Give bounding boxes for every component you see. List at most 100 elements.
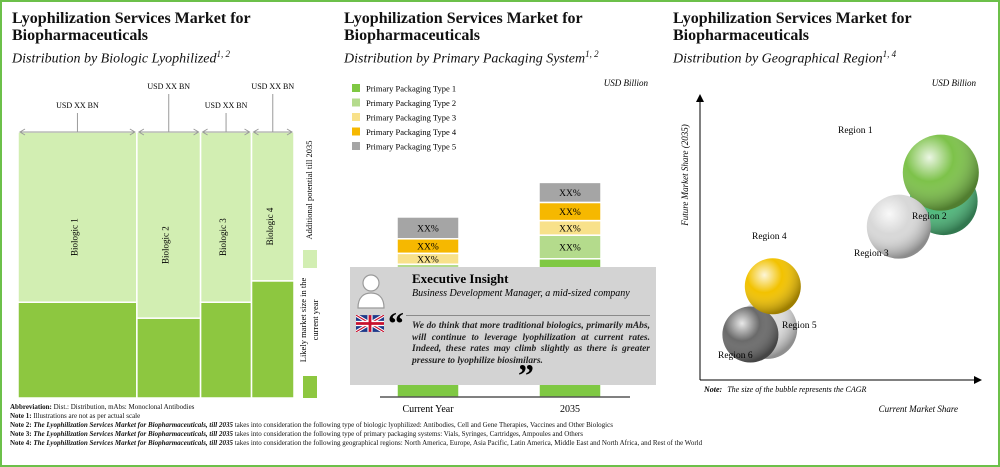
note-2-report: The Lyophilization Services Market for B… [33,421,233,429]
panel3-unit: USD Billion [932,78,977,88]
insight-title: Executive Insight [412,271,509,286]
mekko-current-segment [250,280,295,399]
mekko-potential-segment [17,131,138,303]
note-abbr-label: Abbreviation: [10,403,52,411]
note-4-text: takes into consideration the following g… [234,439,703,447]
legend-label: Primary Packaging Type 1 [366,84,456,94]
note-2-text: takes into consideration the following t… [234,421,613,429]
stack-category-label: 2035 [560,404,580,415]
note-3: Note 3: The Lyophilization Services Mark… [10,430,800,439]
note-abbreviation: Abbreviation: Dist.: Distribution, mAbs:… [10,403,800,412]
mekko-potential-segment [136,131,202,319]
mekko-bracket-arrow [201,128,208,136]
note-2-label: Note 2: [10,421,32,429]
legend-label: Primary Packaging Type 2 [366,98,456,108]
executive-insight-box: Executive Insight Business Development M… [350,267,656,391]
note-3-label: Note 3: [10,430,32,438]
mekko-value-label: USD XX BN [205,101,248,110]
insight-quote: We do think that more traditional biolog… [412,321,650,366]
mekko-category-label: Biologic 1 [69,218,79,256]
insight-divider [406,315,650,316]
bubble-label: Region 3 [854,249,889,259]
legend-potential-label: Additional potential till 2035 [304,141,314,240]
stack-segment-label: XX% [417,224,439,234]
panel3-title: Lyophilization Services Market for Bioph… [673,10,912,44]
person-icon [357,274,385,309]
legend-label: Primary Packaging Type 4 [366,127,457,137]
panel2-subtitle-text: Distribution by Primary Packaging System [344,51,586,67]
mekko-bracket-arrow [129,128,136,136]
note-4-report: The Lyophilization Services Market for B… [33,439,233,447]
bubble-x-label: Current Market Share [879,404,958,414]
legend-current-label-line2: current year [310,299,320,340]
panel2-unit: USD Billion [604,78,649,88]
stack-segment [396,216,460,240]
legend-potential-swatch [303,250,317,268]
note-4-label: Note 4: [10,439,32,447]
panel2-subtitle-sup: 1, 2 [585,49,599,59]
panel1-subtitle-text: Distribution by Biologic Lyophilized [12,51,217,67]
bubble-label: Region 1 [838,126,873,136]
panel2-title: Lyophilization Services Market for Bioph… [344,10,583,44]
stack-category-label: Current Year [402,404,454,415]
note-1: Note 1: Illustrations are not as per act… [10,412,800,421]
mekko-bracket-arrow [244,128,251,136]
note-4: Note 4: The Lyophilization Services Mark… [10,439,800,448]
panel2-subtitle: Distribution by Primary Packaging System… [344,49,599,68]
note-3-text: takes into consideration the following t… [234,430,583,438]
bubble-shine [902,134,979,211]
insight-role: Business Development Manager, a mid-size… [412,288,630,299]
stack-segment-label: XX% [417,243,439,253]
legend-swatch [352,84,360,92]
mekko-current-segment [136,317,202,399]
panel3-subtitle-sup: 1, 4 [882,49,897,59]
legend-current-swatch [303,376,317,398]
bubble-note-text: The size of the bubble represents the CA… [727,385,866,394]
legend-label: Primary Packaging Type 3 [366,113,456,123]
bubble-label: Region 6 [718,351,753,361]
legend-swatch [352,142,360,150]
stack-segment-label: XX% [559,208,581,218]
panel3-subtitle: Distribution by Geographical Region1, 4 [673,49,896,68]
stack-segment-label: XX% [417,255,439,265]
stack-segment [538,181,602,204]
note-1-label: Note 1: [10,412,32,420]
bubble-chart: USD Billion Current Market Share Future … [680,78,982,414]
mekko-chart: Biologic 1 Biologic 2 Biologic 3 Biologic 4… [17,82,320,399]
mekko-current-segment [199,301,253,399]
stack-segment-label: XX% [559,189,581,199]
note-2: Note 2: The Lyophilization Services Mark… [10,421,800,430]
mekko-bracket-arrow [19,128,26,136]
bubble-shine [866,194,931,259]
mekko-value-label: USD XX BN [56,101,99,110]
mekko-bracket-arrow [286,128,293,136]
mekko-current-segment [17,301,138,399]
mekko-value-label: USD XX BN [251,82,294,91]
mekko-potential-segment [199,131,253,303]
panel1-subtitle-sup: 1, 2 [216,49,231,59]
mekko-category-label: Biologic 4 [265,207,275,245]
panel1-title: Lyophilization Services Market for Bioph… [12,10,251,44]
bubble-note: Note: The size of the bubble represents … [703,385,866,394]
legend-current-label-line1: Likely market size in the [298,278,308,363]
footnotes: Abbreviation: Dist.: Distribution, mAbs:… [10,403,800,448]
panel1-subtitle: Distribution by Biologic Lyophilized1, 2 [12,49,230,68]
close-quote-mark: ” [518,357,534,393]
legend-swatch [352,127,360,136]
mekko-category-label: Biologic 2 [161,226,171,264]
mekko-value-label: USD XX BN [147,82,190,91]
bubble-label: Region 2 [912,212,947,222]
mekko-bracket-arrow [252,128,259,136]
mekko-bracket-arrow [193,128,200,136]
bubble-shine [744,258,801,315]
bubble-y-label: Future Market Share (2035) [680,124,690,227]
legend-swatch [352,98,360,107]
mekko-bracket-arrow [137,128,145,136]
note-1-text: Illustrations are not as per actual scal… [33,412,141,420]
stack-segment-label: XX% [559,243,581,253]
mekko-category-label: Biologic 3 [218,218,228,256]
bubble-label: Region 5 [782,321,817,331]
uk-flag-icon [356,315,384,332]
stack-segment-label: XX% [559,224,581,234]
